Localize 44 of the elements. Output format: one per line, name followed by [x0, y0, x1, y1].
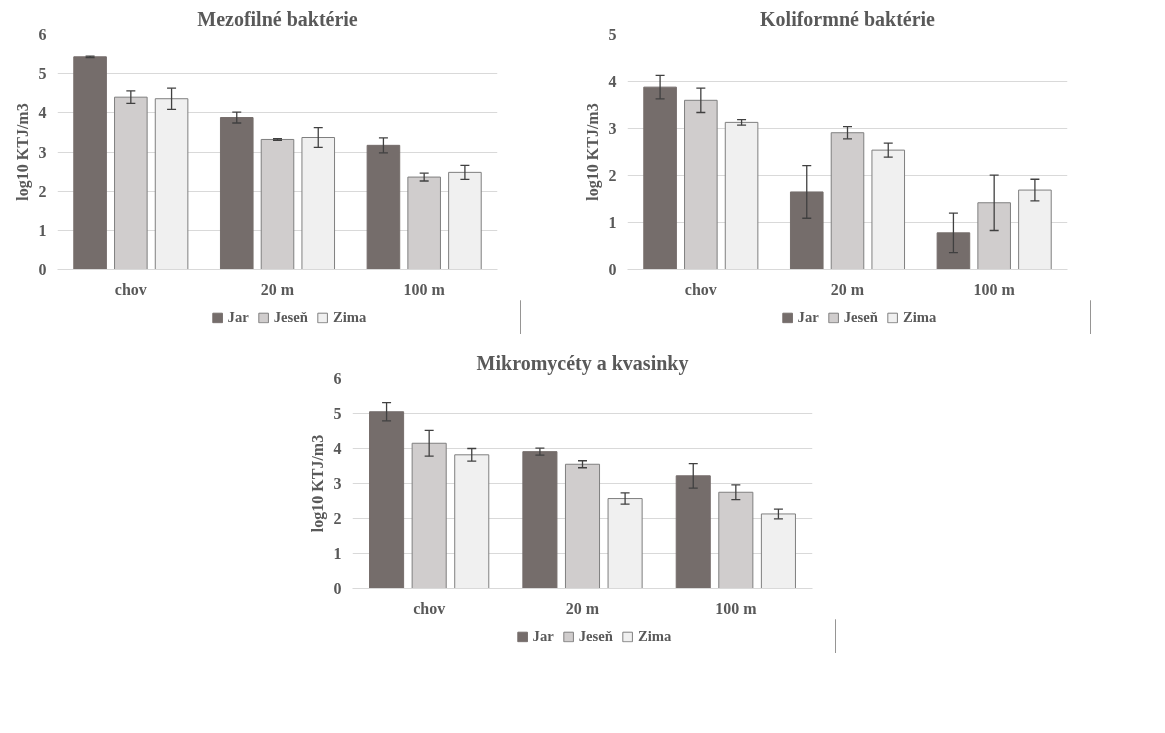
y-tick-label: 1: [38, 221, 47, 239]
legend-label: Zima: [902, 308, 937, 326]
y-tick-label: 2: [38, 182, 47, 200]
y-axis-title: log10 KTJ/m3: [583, 103, 602, 201]
y-tick-label: 1: [608, 214, 617, 231]
x-tick-label: 20 m: [565, 599, 600, 617]
y-tick-label: 2: [333, 510, 342, 527]
legend-label: Zima: [637, 627, 672, 645]
legend-label: Jeseň: [578, 627, 613, 645]
legend-label: Zima: [332, 308, 367, 326]
legend-label: Jar: [797, 308, 819, 326]
chart-title: Mikromycéty a kvasinky: [476, 351, 689, 375]
y-tick-label: 6: [38, 26, 47, 43]
x-tick-label: 100 m: [973, 280, 1016, 298]
y-tick-label: 1: [333, 545, 342, 562]
y-tick-label: 4: [38, 104, 47, 122]
x-tick-label: 20 m: [830, 280, 865, 298]
legend-label: Jeseň: [273, 308, 308, 326]
y-tick-label: 0: [38, 261, 47, 278]
y-tick-label: 0: [333, 580, 342, 597]
y-tick-label: 0: [608, 261, 617, 278]
chart-title: Mezofilné baktérie: [197, 7, 358, 30]
y-tick-label: 3: [38, 143, 47, 161]
y-axis-title: log10 KTJ/m3: [13, 103, 32, 201]
x-tick-label: chov: [413, 599, 446, 617]
y-tick-label: 6: [333, 370, 342, 387]
x-tick-label: chov: [114, 280, 147, 298]
y-tick-label: 4: [333, 440, 342, 457]
x-tick-label: chov: [684, 280, 717, 298]
y-tick-label: 4: [608, 73, 617, 90]
y-tick-label: 5: [38, 65, 47, 83]
y-axis-title: log10 KTJ/m3: [308, 434, 327, 533]
y-tick-label: 2: [608, 167, 617, 184]
x-tick-label: 100 m: [715, 599, 758, 617]
legend-label: Jar: [227, 308, 249, 326]
legend-label: Jeseň: [843, 308, 878, 326]
chart-title: Koliformné baktérie: [760, 7, 936, 30]
y-tick-label: 5: [608, 26, 617, 43]
legend-label: Jar: [532, 627, 554, 645]
y-tick-label: 3: [608, 120, 617, 137]
y-tick-label: 3: [333, 475, 342, 492]
x-tick-label: 100 m: [403, 280, 446, 298]
y-tick-label: 5: [333, 405, 342, 422]
x-tick-label: 20 m: [260, 280, 295, 298]
